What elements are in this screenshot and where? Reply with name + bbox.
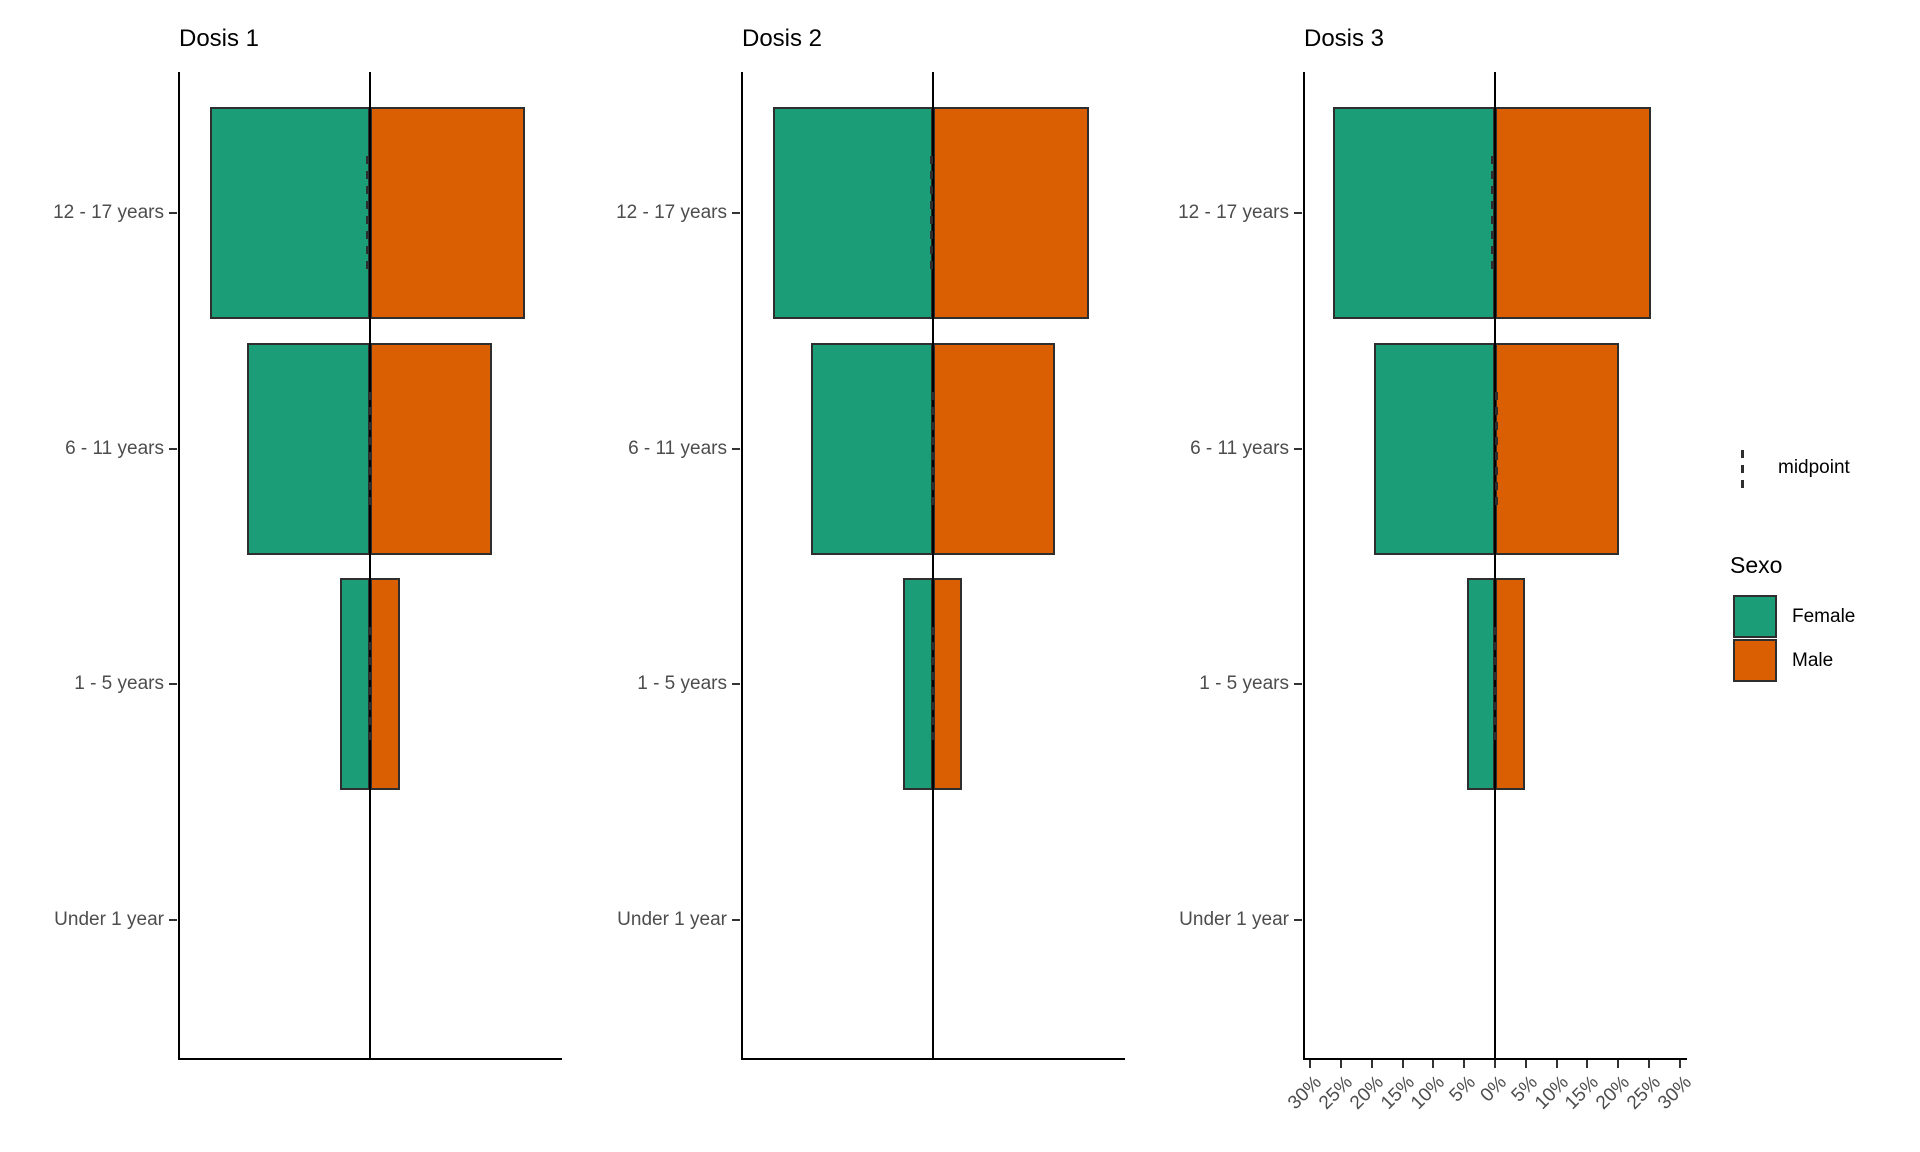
bar-male — [370, 107, 526, 319]
plot-panel-dosis-1: 12 - 17 years 6 - 11 years 1 - 5 years Unde… — [53, 72, 562, 1060]
midpoint-dash — [367, 391, 371, 506]
x-axis-tick — [1678, 1060, 1681, 1068]
y-axis-label: 1 - 5 years — [1199, 673, 1289, 694]
y-axis-label: Under 1 year — [1179, 908, 1289, 930]
y-axis-tick — [169, 447, 177, 450]
x-axis-tick — [1524, 1060, 1527, 1068]
y-axis-tick — [169, 683, 177, 685]
x-axis-tick — [1647, 1060, 1650, 1068]
zero-reference-line — [369, 72, 371, 1060]
facet-dosis-3: Dosis 3 12 - 17 years 6 - 11 years 1 - 5 y… — [1178, 25, 1695, 1114]
bar-female — [209, 107, 370, 319]
y-axis-tick — [732, 212, 740, 214]
midpoint-dash-icon — [1741, 450, 1744, 488]
bar-female — [1466, 578, 1495, 790]
x-axis-tick — [1555, 1060, 1558, 1068]
x-axis-tick — [1494, 1060, 1496, 1068]
x-axis-tick — [1340, 1060, 1343, 1068]
y-axis-tick — [732, 683, 740, 685]
facet-dosis-1: Dosis 1 12 - 17 years 6 - 11 years 1 - 5 y… — [53, 25, 562, 1060]
midpoint-dash — [931, 391, 935, 506]
y-axis-tick — [732, 918, 740, 921]
bar-male — [933, 107, 1090, 319]
legend-label-female: Female — [1792, 606, 1856, 627]
y-axis-label: Under 1 year — [54, 908, 164, 930]
y-axis-tick — [732, 447, 740, 450]
y-axis-line — [1303, 72, 1305, 1060]
midpoint-dash — [1494, 627, 1498, 741]
legend-title-sexo: Sexo — [1730, 552, 1783, 578]
x-axis-tick — [1401, 1060, 1404, 1068]
legend: midpoint Sexo Female Male — [1720, 440, 1920, 700]
y-axis-tick — [1294, 447, 1302, 450]
x-axis-tick — [1463, 1060, 1466, 1068]
bar-male — [933, 342, 1055, 555]
midpoint-dash — [368, 627, 372, 741]
y-axis-label: 6 - 11 years — [628, 437, 727, 459]
y-axis-line — [178, 72, 180, 1060]
x-axis-tick — [1370, 1060, 1373, 1068]
y-axis-tick — [1294, 212, 1302, 214]
bar-male — [933, 578, 962, 790]
bar-female — [811, 342, 933, 555]
y-axis-label: 6 - 11 years — [1190, 437, 1289, 459]
x-axis-tick — [1309, 1060, 1312, 1068]
midpoint-dash — [1490, 156, 1494, 270]
facet-title-dosis-1: Dosis 1 — [179, 25, 260, 52]
x-axis-tick — [1432, 1060, 1435, 1068]
midpoint-dash — [929, 156, 933, 270]
y-axis-label: 6 - 11 years — [65, 437, 164, 459]
bar-female — [1373, 342, 1495, 555]
legend-label-male: Male — [1792, 650, 1834, 671]
zero-reference-line — [932, 72, 934, 1060]
x-axis-tick — [1617, 1060, 1620, 1068]
bar-male — [370, 342, 492, 555]
y-axis-tick — [169, 212, 177, 214]
midpoint-dash — [930, 627, 934, 741]
y-axis-tick — [169, 918, 177, 921]
bar-male — [370, 578, 401, 790]
plot-panel-dosis-2: 12 - 17 years 6 - 11 years 1 - 5 years Unde… — [616, 72, 1125, 1060]
facet-title-dosis-2: Dosis 2 — [742, 25, 823, 52]
bar-female — [1333, 107, 1495, 319]
female-swatch — [1733, 595, 1777, 638]
y-axis-tick — [1294, 918, 1302, 921]
midpoint-dash — [366, 156, 370, 270]
y-axis-line — [741, 72, 743, 1060]
bar-female — [246, 342, 370, 555]
y-axis-label: 1 - 5 years — [74, 673, 164, 694]
bar-female — [339, 578, 370, 790]
facet-title-dosis-3: Dosis 3 — [1304, 25, 1385, 52]
male-swatch — [1733, 639, 1777, 682]
facet-dosis-2: Dosis 2 12 - 17 years 6 - 11 years 1 - 5 y… — [616, 25, 1125, 1060]
x-axis-tick — [1586, 1060, 1589, 1068]
y-axis-label: 1 - 5 years — [637, 673, 727, 694]
bar-female — [902, 578, 933, 790]
midpoint-dash — [1495, 391, 1499, 506]
bar-male — [1495, 578, 1526, 790]
zero-reference-line — [1494, 72, 1496, 1060]
bar-male — [1495, 107, 1652, 319]
y-axis-label: 12 - 17 years — [53, 202, 164, 223]
y-axis-label: 12 - 17 years — [1178, 202, 1289, 223]
y-axis-label: Under 1 year — [617, 908, 727, 930]
bar-female — [772, 107, 933, 319]
plot-panel-dosis-3: 12 - 17 years 6 - 11 years 1 - 5 years Unde… — [1178, 72, 1695, 1114]
y-axis-label: 12 - 17 years — [616, 202, 727, 223]
y-axis-tick — [1294, 683, 1302, 685]
bar-male — [1495, 342, 1620, 555]
legend-midpoint-label: midpoint — [1778, 457, 1850, 478]
